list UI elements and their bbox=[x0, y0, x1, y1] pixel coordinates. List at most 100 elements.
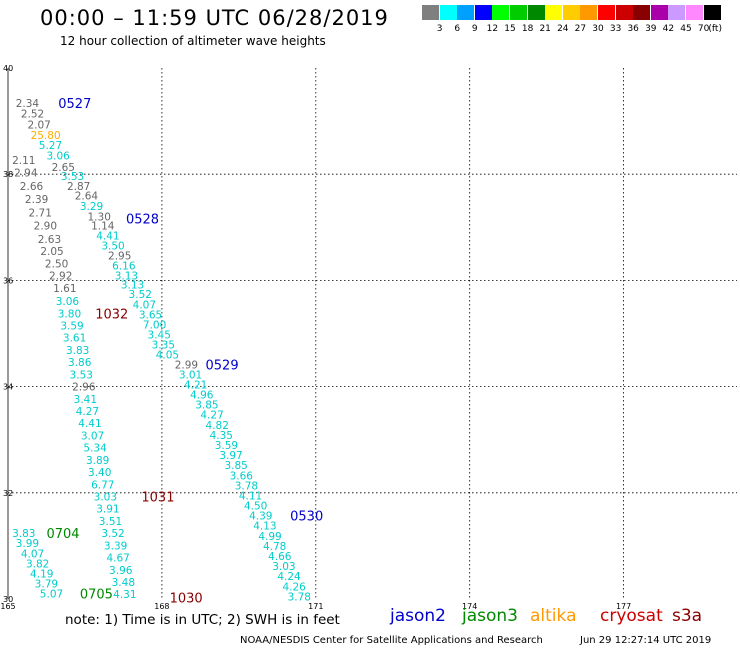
pass-time-label: 1031 bbox=[141, 491, 174, 506]
wave-height-label: 4.66 bbox=[268, 551, 292, 563]
wave-height-label: 2.11 bbox=[12, 155, 35, 167]
wave-height-label: 3.85 bbox=[224, 460, 247, 472]
scale-label: 70 bbox=[697, 24, 710, 34]
scale-label: 9 bbox=[471, 24, 478, 34]
lon-tick-label: 174 bbox=[462, 602, 477, 611]
wave-height-label: 4.13 bbox=[253, 521, 276, 533]
wave-height-label: 3.03 bbox=[272, 561, 295, 573]
wave-height-label: 3.13 bbox=[115, 271, 138, 283]
lon-tick-label: 168 bbox=[154, 602, 169, 611]
wave-height-label: 3.59 bbox=[60, 321, 83, 333]
wave-height-label: 3.52 bbox=[129, 289, 152, 301]
scale-swatch bbox=[598, 5, 615, 20]
wave-height-label: 3.91 bbox=[96, 504, 119, 516]
scale-label: 45 bbox=[680, 24, 692, 34]
wave-height-label: 3.07 bbox=[81, 430, 104, 442]
wave-height-label: 4.78 bbox=[263, 541, 286, 553]
scale-swatch bbox=[580, 5, 598, 20]
wave-height-label: 2.07 bbox=[27, 119, 50, 131]
wave-height-label: 2.71 bbox=[29, 207, 52, 219]
wave-height-label: 4.05 bbox=[156, 350, 179, 362]
satellite-name-jason2: jason2 bbox=[390, 606, 446, 626]
wave-height-label: 4.35 bbox=[210, 430, 233, 442]
wave-height-label: 6.16 bbox=[112, 261, 136, 273]
scale-label: 24 bbox=[557, 24, 569, 34]
lat-tick-label: 30 bbox=[3, 595, 13, 604]
wave-height-label: 1.14 bbox=[91, 221, 115, 233]
footnote: note: 1) Time is in UTC; 2) SWH is in fe… bbox=[65, 612, 340, 628]
wave-height-label: 4.67 bbox=[106, 553, 129, 565]
wave-height-label: 3.80 bbox=[58, 308, 81, 320]
wave-height-label: 4.99 bbox=[258, 531, 281, 543]
pass-time-label: 1030 bbox=[170, 591, 203, 606]
pass-time-label: 0529 bbox=[206, 358, 239, 373]
wave-height-label: 3.82 bbox=[26, 558, 49, 570]
pass-time-label: 0530 bbox=[290, 510, 323, 525]
wave-height-label: 25.80 bbox=[31, 130, 61, 142]
wave-height-label: 2.94 bbox=[14, 168, 38, 180]
scale-label: 6 bbox=[454, 24, 461, 34]
wave-height-label: 4.31 bbox=[113, 589, 136, 601]
wave-height-label: 1.61 bbox=[53, 283, 76, 295]
scale-swatch bbox=[650, 5, 668, 20]
wave-height-label: 3.50 bbox=[101, 240, 124, 252]
lat-tick-label: 32 bbox=[3, 489, 13, 498]
wave-height-label: 3.97 bbox=[219, 450, 242, 462]
wave-height-label: 3.86 bbox=[68, 357, 92, 369]
wave-height-label: 4.07 bbox=[133, 299, 156, 311]
scale-label: 3 bbox=[436, 24, 443, 34]
wave-height-label: 2.96 bbox=[72, 382, 96, 394]
scale-swatch bbox=[668, 5, 686, 20]
pass-time-label: 1032 bbox=[95, 307, 128, 322]
wave-height-label: 3.65 bbox=[139, 309, 162, 321]
wave-height-label: 4.07 bbox=[21, 548, 44, 560]
wave-height-label: 3.79 bbox=[35, 579, 58, 591]
wave-height-label: 4.41 bbox=[96, 230, 119, 242]
scale-swatch bbox=[457, 5, 475, 20]
wave-height-label: 2.52 bbox=[21, 109, 44, 121]
wave-height-label: 4.82 bbox=[206, 420, 229, 432]
scale-label: 18 bbox=[521, 24, 534, 34]
scale-unit: (ft) bbox=[708, 24, 722, 34]
wave-height-label: 3.06 bbox=[56, 296, 80, 308]
wave-height-label: 4.24 bbox=[277, 571, 301, 583]
scale-swatch bbox=[439, 5, 457, 20]
scale-label: 12 bbox=[486, 24, 499, 34]
wave-height-label: 3.83 bbox=[66, 345, 89, 357]
scale-label: 36 bbox=[627, 24, 639, 34]
wave-height-label: 2.34 bbox=[16, 98, 40, 110]
scale-label: 42 bbox=[662, 24, 675, 34]
wave-height-label: 3.99 bbox=[16, 538, 39, 550]
scale-label: 27 bbox=[574, 24, 587, 34]
wave-height-label: 2.99 bbox=[175, 359, 198, 371]
scale-swatch bbox=[562, 5, 580, 20]
wave-height-label: 3.66 bbox=[230, 470, 254, 482]
wave-height-label: 4.21 bbox=[184, 379, 207, 391]
wave-height-label: 6.77 bbox=[91, 479, 114, 491]
wave-height-label: 3.01 bbox=[179, 369, 202, 381]
scale-swatch bbox=[615, 5, 633, 20]
credit-line: NOAA/NESDIS Center for Satellite Applica… bbox=[240, 635, 543, 646]
wave-height-label: 2.65 bbox=[52, 162, 75, 174]
wave-height-label: 3.13 bbox=[121, 280, 144, 292]
wave-height-label: 2.39 bbox=[25, 194, 48, 206]
wave-height-label: 4.50 bbox=[244, 501, 267, 513]
wave-height-label: 2.90 bbox=[34, 221, 57, 233]
wave-height-label: 3.45 bbox=[148, 330, 171, 342]
scale-swatch bbox=[686, 5, 703, 20]
wave-height-label: 3.41 bbox=[74, 394, 97, 406]
scale-label: 33 bbox=[609, 24, 622, 34]
wave-height-label: 3.61 bbox=[63, 333, 86, 345]
satellite-name-altika: altika bbox=[530, 606, 577, 626]
wave-height-label: 2.63 bbox=[38, 234, 61, 246]
wave-height-label: 3.53 bbox=[70, 369, 93, 381]
scale-label: 15 bbox=[504, 24, 516, 34]
wave-height-label: 5.34 bbox=[83, 443, 107, 455]
wave-height-label: 7.00 bbox=[143, 319, 166, 331]
generation-timestamp: Jun 29 12:27:14 UTC 2019 bbox=[580, 635, 712, 646]
wave-height-label: 4.96 bbox=[190, 390, 214, 402]
lat-tick-label: 36 bbox=[3, 276, 13, 285]
scale-label: 30 bbox=[592, 24, 604, 34]
wave-height-label: 5.07 bbox=[40, 589, 63, 601]
wave-height-label: 5.27 bbox=[39, 140, 62, 152]
